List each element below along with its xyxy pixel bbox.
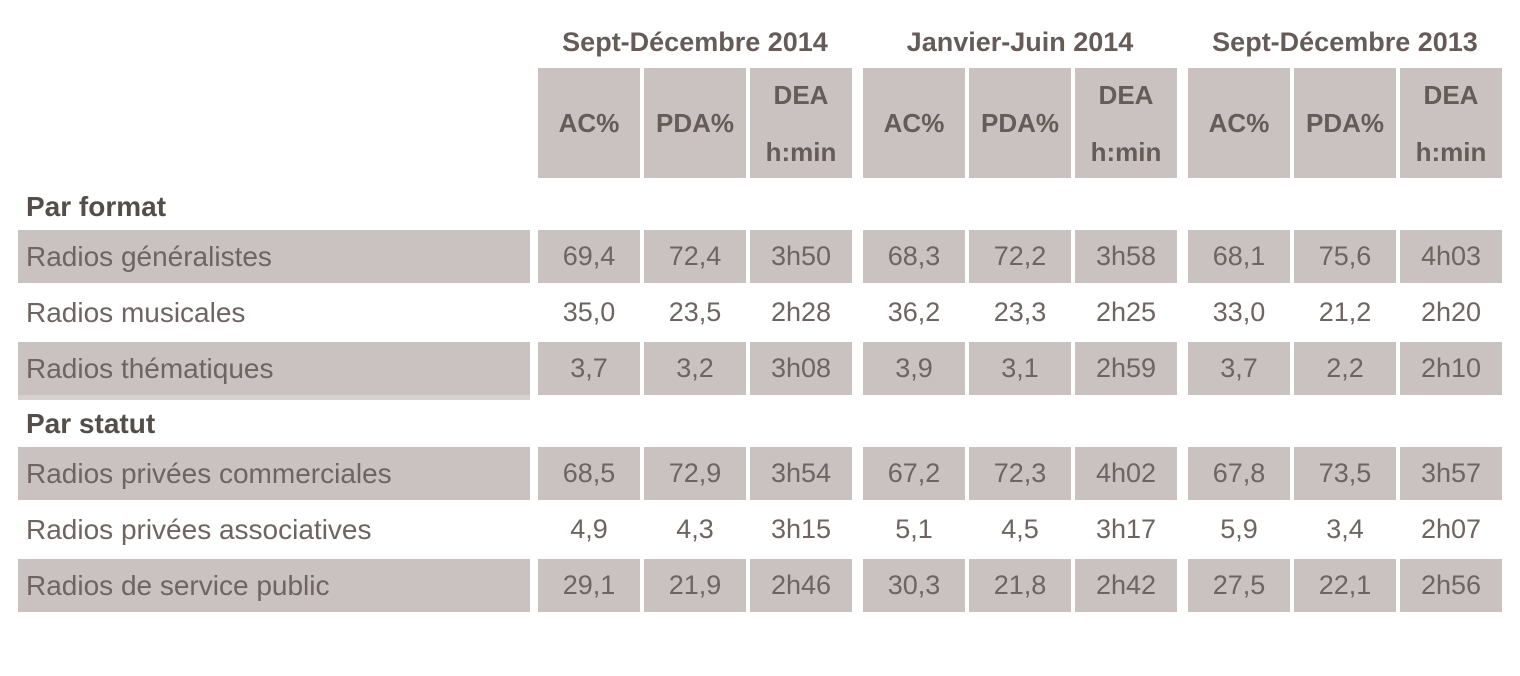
section-title-par-statut: Par statut bbox=[26, 408, 156, 439]
col-header-pda-2: PDA% bbox=[969, 68, 1071, 178]
row-label: Radios thématiques bbox=[18, 342, 530, 400]
col-header-dea-1: DEA h:min bbox=[750, 68, 852, 178]
dea-unit-label: h:min bbox=[1415, 137, 1487, 167]
column-header-row: AC% PDA% DEA h:min AC% PDA% DEA h:min AC… bbox=[18, 68, 1520, 178]
data-cell: 69,4 bbox=[538, 230, 640, 283]
data-cell: 23,5 bbox=[668, 297, 722, 327]
period-header-row: Sept-Décembre 2014 Janvier-Juin 2014 Sep… bbox=[18, 26, 1520, 58]
table-row-radios-thematiques: Radios thématiques 3,7 3,2 3h08 3,9 3,1 … bbox=[18, 342, 1520, 400]
row-label: Radios de service public bbox=[18, 559, 530, 612]
col-header-ac-1: AC% bbox=[538, 68, 640, 178]
dea-unit-label: h:min bbox=[765, 137, 837, 167]
row-label: Radios musicales bbox=[26, 296, 246, 328]
data-cell: 3,2 bbox=[644, 342, 746, 395]
data-cell: 4h03 bbox=[1400, 230, 1502, 283]
data-cell: 4,5 bbox=[1001, 514, 1039, 544]
col-header-dea-2: DEA h:min bbox=[1075, 68, 1177, 178]
data-cell: 3h50 bbox=[750, 230, 852, 283]
data-cell: 3h15 bbox=[770, 514, 832, 544]
data-cell: 68,5 bbox=[538, 447, 640, 500]
row-label: Radios privées commerciales bbox=[18, 447, 530, 500]
data-cell: 2h59 bbox=[1075, 342, 1177, 395]
data-cell: 67,2 bbox=[863, 447, 965, 500]
data-cell: 3,4 bbox=[1326, 514, 1364, 544]
col-header-pda-1: PDA% bbox=[644, 68, 746, 178]
data-cell: 22,1 bbox=[1294, 559, 1396, 612]
data-cell: 21,8 bbox=[969, 559, 1071, 612]
period-header-sept-dec-2013: Sept-Décembre 2013 bbox=[1212, 27, 1478, 57]
data-cell: 36,2 bbox=[887, 297, 941, 327]
data-cell: 3h58 bbox=[1075, 230, 1177, 283]
data-cell: 72,9 bbox=[644, 447, 746, 500]
data-cell: 72,3 bbox=[969, 447, 1071, 500]
table-row-radios-privees-commerciales: Radios privées commerciales 68,5 72,9 3h… bbox=[18, 447, 1520, 500]
data-cell: 3,7 bbox=[1188, 342, 1290, 395]
table-row-radios-privees-associatives: Radios privées associatives 4,9 4,3 3h15… bbox=[18, 503, 1520, 556]
table-row-radios-de-service-public: Radios de service public 29,1 21,9 2h46 … bbox=[18, 559, 1520, 612]
data-cell: 72,2 bbox=[969, 230, 1071, 283]
data-cell: 27,5 bbox=[1188, 559, 1290, 612]
period-header-sept-dec-2014: Sept-Décembre 2014 bbox=[562, 27, 828, 57]
data-cell: 2h56 bbox=[1400, 559, 1502, 612]
data-cell: 68,3 bbox=[863, 230, 965, 283]
data-cell: 4h02 bbox=[1075, 447, 1177, 500]
data-cell: 3,1 bbox=[969, 342, 1071, 395]
row-label: Radios privées associatives bbox=[26, 513, 372, 545]
data-cell: 33,0 bbox=[1212, 297, 1266, 327]
data-cell: 73,5 bbox=[1294, 447, 1396, 500]
row-label: Radios généralistes bbox=[18, 230, 530, 283]
data-cell: 4,3 bbox=[676, 514, 714, 544]
data-cell: 68,1 bbox=[1188, 230, 1290, 283]
data-cell: 3,7 bbox=[538, 342, 640, 395]
table-row-radios-musicales: Radios musicales 35,0 23,5 2h28 36,2 23,… bbox=[18, 286, 1520, 339]
data-cell: 29,1 bbox=[538, 559, 640, 612]
data-cell: 67,8 bbox=[1188, 447, 1290, 500]
col-header-ac-3: AC% bbox=[1188, 68, 1290, 178]
data-cell: 2h25 bbox=[1095, 297, 1157, 327]
data-cell: 21,2 bbox=[1318, 297, 1372, 327]
dea-unit-label: h:min bbox=[1090, 137, 1162, 167]
data-cell: 2h10 bbox=[1400, 342, 1502, 395]
col-header-pda-3: PDA% bbox=[1294, 68, 1396, 178]
section-title-par-format: Par format bbox=[26, 191, 167, 222]
data-cell: 75,6 bbox=[1294, 230, 1396, 283]
data-cell: 5,1 bbox=[895, 514, 933, 544]
data-cell: 2h46 bbox=[750, 559, 852, 612]
dea-label: DEA bbox=[773, 80, 829, 110]
label-column-spacer bbox=[18, 68, 538, 178]
data-cell: 2h28 bbox=[770, 297, 832, 327]
data-cell: 5,9 bbox=[1220, 514, 1258, 544]
dea-label: DEA bbox=[1423, 80, 1479, 110]
data-cell: 2h20 bbox=[1420, 297, 1482, 327]
data-cell: 2,2 bbox=[1294, 342, 1396, 395]
col-header-ac-2: AC% bbox=[863, 68, 965, 178]
data-cell: 3h57 bbox=[1400, 447, 1502, 500]
data-cell: 3h17 bbox=[1095, 514, 1157, 544]
data-cell: 21,9 bbox=[644, 559, 746, 612]
data-cell: 72,4 bbox=[644, 230, 746, 283]
data-cell: 35,0 bbox=[562, 297, 616, 327]
data-cell: 23,3 bbox=[993, 297, 1047, 327]
data-cell: 30,3 bbox=[863, 559, 965, 612]
data-cell: 3h54 bbox=[750, 447, 852, 500]
data-cell: 3h08 bbox=[750, 342, 852, 395]
dea-label: DEA bbox=[1098, 80, 1154, 110]
data-cell: 2h07 bbox=[1420, 514, 1482, 544]
col-header-dea-3: DEA h:min bbox=[1400, 68, 1502, 178]
period-header-janv-juin-2014: Janvier-Juin 2014 bbox=[906, 27, 1134, 57]
data-cell: 3,9 bbox=[863, 342, 965, 395]
data-cell: 2h42 bbox=[1075, 559, 1177, 612]
table-row-radios-generalistes: Radios généralistes 69,4 72,4 3h50 68,3 … bbox=[18, 230, 1520, 283]
data-cell: 4,9 bbox=[570, 514, 608, 544]
